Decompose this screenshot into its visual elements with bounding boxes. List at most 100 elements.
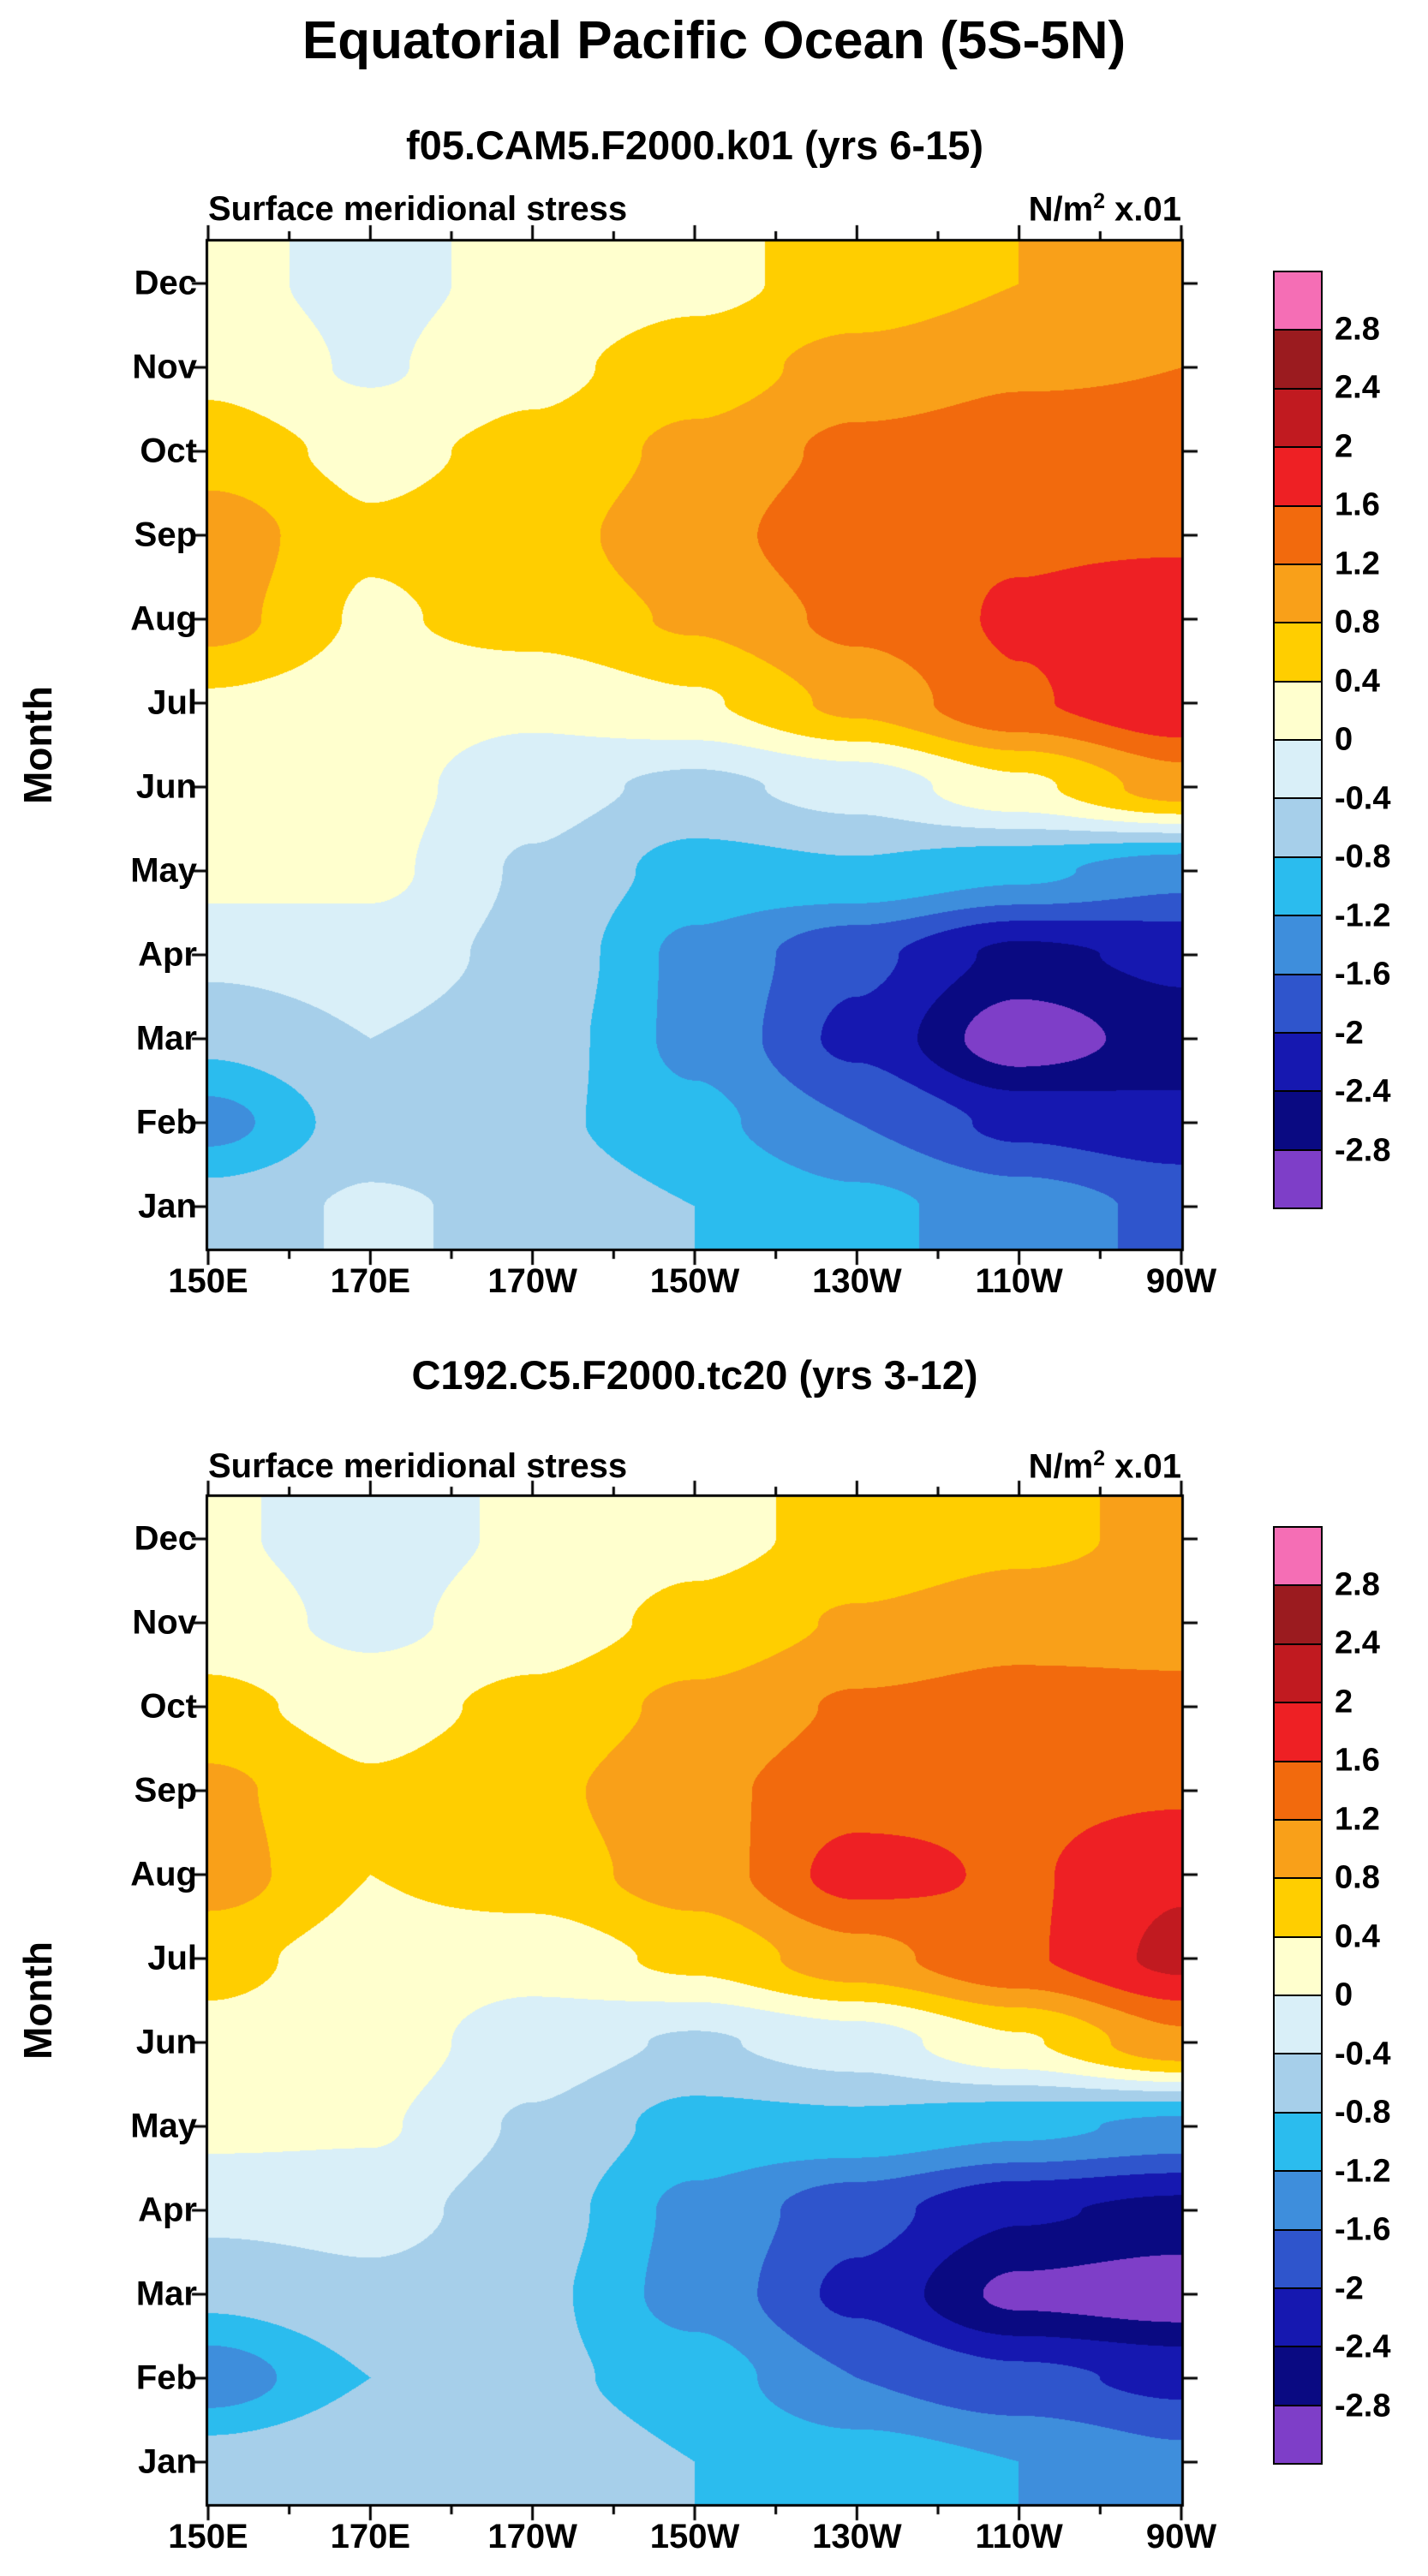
contour-plot xyxy=(188,1476,1202,2525)
colorbar-label: 2.8 xyxy=(1335,1566,1380,1602)
colorbar-box xyxy=(1275,272,1321,331)
colorbar-label: -1.2 xyxy=(1335,897,1391,933)
colorbar-label: 0.8 xyxy=(1335,604,1380,641)
colorbar-box xyxy=(1275,2172,1321,2231)
y-tick-label: Dec xyxy=(134,264,197,302)
colorbar-labels: 2.8 2.4 2 1.6 1.2 0.8 0.4 0 -0.4 -0.8 -1.2 -1.6 -2 -2… xyxy=(1335,271,1428,1209)
y-tick-label: Mar xyxy=(135,2275,197,2313)
x-tick-label: 90W xyxy=(1145,1262,1217,1300)
x-tick-label: 170W xyxy=(487,2518,577,2555)
colorbar-label: -2.8 xyxy=(1335,1132,1391,1168)
y-tick-labels: Dec Nov Oct Sep Aug Jul Jun May Apr Mar Feb Jan xyxy=(72,242,197,1249)
colorbar-label: 1.2 xyxy=(1335,1801,1380,1837)
colorbar-label: -0.8 xyxy=(1335,2094,1391,2131)
x-tick-label: 150W xyxy=(649,1262,740,1300)
x-tick-label: 130W xyxy=(812,1262,902,1300)
colorbar xyxy=(1273,271,1323,1209)
colorbar-box xyxy=(1275,2054,1321,2114)
colorbar-labels: 2.8 2.4 2 1.6 1.2 0.8 0.4 0 -0.4 -0.8 -1.2 -1.6 -2 -2… xyxy=(1335,1526,1428,2465)
panel-subtitle: f05.CAM5.F2000.k01 (yrs 6-15) xyxy=(405,122,984,168)
x-tick-label: 150E xyxy=(168,1262,248,1300)
y-tick-label: Jun xyxy=(135,767,197,806)
colorbar-box xyxy=(1275,1879,1321,1938)
y-tick-label: Apr xyxy=(138,2191,197,2229)
colorbar-label: 1.6 xyxy=(1335,486,1380,523)
colorbar-label: 2 xyxy=(1335,428,1353,464)
colorbar-label: -0.8 xyxy=(1335,838,1391,875)
colorbar-label: 1.6 xyxy=(1335,1742,1380,1779)
colorbar-box xyxy=(1275,331,1321,390)
colorbar-label: -2.4 xyxy=(1335,2329,1391,2365)
colorbar-box xyxy=(1275,1150,1321,1208)
colorbar-box xyxy=(1275,1937,1321,1996)
y-tick-label: Jun xyxy=(135,2023,197,2061)
colorbar-box xyxy=(1275,506,1321,565)
contour-plot xyxy=(188,221,1202,1269)
y-tick-label: Aug xyxy=(130,1855,197,1893)
y-tick-label: Apr xyxy=(138,935,197,974)
x-tick-label: 170E xyxy=(330,2518,411,2555)
colorbar-label: -1.2 xyxy=(1335,2153,1391,2189)
y-tick-label: Sep xyxy=(134,1771,197,1810)
colorbar-label: -0.4 xyxy=(1335,2036,1391,2072)
units-superscript: 2 xyxy=(1093,190,1106,213)
main-title: Equatorial Pacific Ocean (5S-5N) xyxy=(302,11,1126,70)
colorbar-box xyxy=(1275,1528,1321,1587)
colorbar-box xyxy=(1275,799,1321,858)
x-tick-label: 150E xyxy=(168,2518,248,2555)
y-tick-label: Dec xyxy=(134,1519,197,1558)
colorbar-box xyxy=(1275,2406,1321,2463)
y-tick-label: Sep xyxy=(134,516,197,554)
y-tick-label: May xyxy=(130,851,197,890)
y-tick-label: Oct xyxy=(140,432,197,470)
x-tick-labels: 150E 170E 170W 150W 130W 110W 90W xyxy=(168,1262,1216,1309)
colorbar-box xyxy=(1275,1644,1321,1704)
y-axis-title: Month xyxy=(15,1941,60,2060)
colorbar-label: 0.4 xyxy=(1335,1918,1380,1954)
colorbar-box xyxy=(1275,448,1321,507)
colorbar-label: -0.4 xyxy=(1335,780,1391,816)
colorbar-label: 1.2 xyxy=(1335,546,1380,581)
y-tick-label: May xyxy=(130,2107,197,2145)
colorbar-label: 0 xyxy=(1335,1977,1353,2013)
colorbar-label: -2 xyxy=(1335,1015,1364,1051)
colorbar-label: 0.8 xyxy=(1335,1859,1380,1896)
colorbar-box xyxy=(1275,564,1321,624)
units-superscript: 2 xyxy=(1093,1447,1106,1470)
colorbar-label: -2 xyxy=(1335,2270,1364,2306)
colorbar-box xyxy=(1275,857,1321,917)
colorbar-box xyxy=(1275,1033,1321,1093)
y-tick-label: Oct xyxy=(140,1687,197,1726)
y-tick-label: Nov xyxy=(132,1603,197,1642)
y-tick-label: Jan xyxy=(138,2442,197,2481)
x-tick-label: 170E xyxy=(330,1262,411,1300)
colorbar-box xyxy=(1275,975,1321,1034)
colorbar-box xyxy=(1275,2113,1321,2173)
colorbar-box xyxy=(1275,2288,1321,2348)
colorbar-box xyxy=(1275,2347,1321,2406)
colorbar-label: 2.4 xyxy=(1335,369,1380,406)
x-tick-label: 90W xyxy=(1145,2518,1217,2555)
colorbar-label: -2.8 xyxy=(1335,2388,1391,2424)
y-tick-label: Feb xyxy=(135,2358,197,2397)
x-tick-label: 130W xyxy=(812,2518,902,2555)
colorbar-label: 0.4 xyxy=(1335,663,1380,699)
colorbar-box xyxy=(1275,682,1321,741)
colorbar xyxy=(1273,1526,1323,2465)
colorbar-box xyxy=(1275,916,1321,975)
colorbar-box xyxy=(1275,2230,1321,2289)
x-tick-label: 110W xyxy=(975,2518,1063,2555)
y-tick-label: Feb xyxy=(135,1103,197,1142)
colorbar-box xyxy=(1275,389,1321,449)
colorbar-box xyxy=(1275,1762,1321,1821)
colorbar-label: 2 xyxy=(1335,1684,1353,1720)
colorbar-box xyxy=(1275,741,1321,800)
panel-subtitle: C192.C5.F2000.tc20 (yrs 3-12) xyxy=(411,1352,978,1398)
colorbar-box xyxy=(1275,1820,1321,1880)
colorbar-label: 2.8 xyxy=(1335,311,1380,347)
y-tick-label: Aug xyxy=(130,599,197,638)
colorbar-box xyxy=(1275,1586,1321,1645)
x-tick-label: 170W xyxy=(487,1262,577,1300)
colorbar-label: -1.6 xyxy=(1335,956,1391,993)
